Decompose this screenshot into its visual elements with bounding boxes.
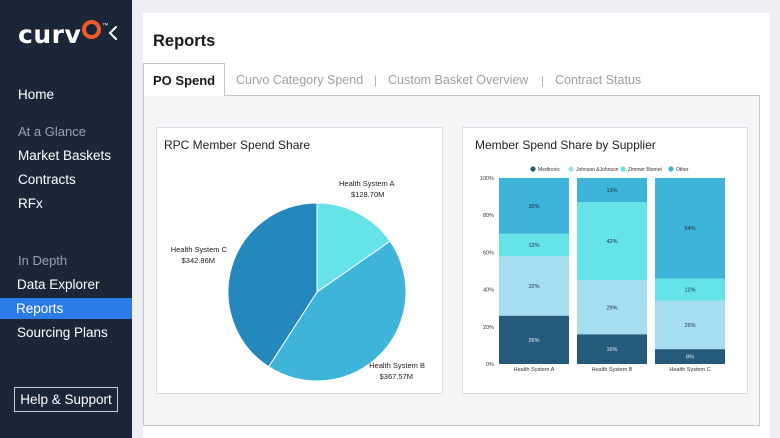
nav-reports[interactable]: Reports: [0, 298, 132, 319]
bar-data-label: 26%: [684, 323, 695, 329]
y-tick-label: 40%: [483, 288, 494, 294]
legend-swatch: [568, 166, 574, 172]
y-tick-label: 60%: [483, 250, 494, 256]
pie-slice-value: $128.70M: [351, 190, 384, 199]
pie-chart-title: RPC Member Spend Share: [164, 138, 311, 152]
x-tick-label: Health System B: [592, 367, 633, 373]
bar-data-label: 8%: [686, 355, 694, 361]
bar-segment: [655, 300, 725, 350]
logo-trademark: ™: [102, 23, 109, 29]
pie-slice: [267, 240, 407, 382]
legend-swatch: [620, 166, 626, 172]
legend-label: Zimmer Biomet: [628, 167, 663, 173]
x-tick-label: Health System C: [669, 367, 710, 373]
pie-chart: Health System A $128.70M Health System B $3…: [171, 179, 425, 382]
pie-slice: [316, 202, 391, 293]
nav-section-glance: At a Glance: [18, 124, 86, 139]
bar-segment: [499, 256, 569, 316]
legend-swatch: [530, 166, 536, 172]
bar-segment: [499, 315, 569, 364]
bar-segment: [499, 233, 569, 257]
legend-label: Johnson &Johnson: [576, 167, 619, 173]
bar-segment: [577, 334, 647, 364]
y-tick-label: 20%: [483, 325, 494, 331]
bar-data-label: 12%: [528, 243, 539, 249]
nav-market-baskets[interactable]: Market Baskets: [18, 148, 112, 163]
pie-slice-name: Health System B: [369, 361, 425, 370]
pie-chart-card: RPC Member Spend Share Health System A $1…: [156, 127, 443, 394]
bar-data-label: 30%: [528, 204, 539, 210]
bar-data-label: 13%: [606, 188, 617, 194]
tab-po-spend[interactable]: PO Spend: [143, 63, 225, 96]
bar-segment: [577, 202, 647, 281]
bar-segment: [499, 178, 569, 234]
pie-slice: [227, 202, 318, 368]
page-title: Reports: [153, 32, 216, 50]
legend-swatch: [668, 166, 674, 172]
y-tick-label: 80%: [483, 213, 494, 219]
tab-custom-basket-overview[interactable]: Custom Basket Overview: [388, 73, 529, 87]
bar-data-label: 54%: [684, 226, 695, 232]
pie-slice-value: $342.86M: [182, 256, 215, 265]
pie-slice-name: Health System C: [171, 245, 228, 254]
pie-slice-name: Health System A: [339, 179, 394, 188]
logo-o-ring: [82, 20, 102, 39]
collapse-chevron-icon[interactable]: [106, 22, 120, 44]
tab-panel: RPC Member Spend Share Health System A $1…: [143, 95, 760, 426]
bar-chart-card: Member Spend Share by Supplier Medtronic…: [462, 127, 748, 394]
bar-chart-title: Member Spend Share by Supplier: [475, 138, 656, 152]
legend-label: Medtronic: [538, 167, 560, 173]
y-tick-label: 100%: [480, 176, 494, 182]
bar-data-label: 29%: [606, 305, 617, 311]
nav-sourcing-plans[interactable]: Sourcing Plans: [17, 325, 108, 340]
nav-section-depth: In Depth: [18, 253, 68, 268]
stacked-bar-chart: Medtronic Johnson &Johnson Zimmer Biomet Ot…: [480, 166, 725, 373]
bar-segment: [577, 178, 647, 203]
logo-wordmark: curv: [18, 20, 82, 49]
bar-data-label: 42%: [606, 239, 617, 245]
sidebar: curv ™ Home At a Glance Market Baskets Co…: [0, 0, 132, 438]
nav-data-explorer[interactable]: Data Explorer: [17, 277, 100, 292]
tab-separator: |: [541, 73, 545, 87]
tab-curvo-category-spend[interactable]: Curvo Category Spend: [236, 73, 364, 87]
bar-segment: [655, 178, 725, 279]
help-support-button[interactable]: Help & Support: [14, 387, 118, 412]
bar-segment: [577, 280, 647, 335]
y-tick-label: 0%: [486, 362, 494, 368]
report-tabs: PO Spend Curvo Category Spend | Custom B…: [143, 63, 760, 96]
tab-contract-status[interactable]: Contract Status: [555, 73, 642, 87]
pie-slice-value: $367.57M: [380, 372, 413, 381]
x-tick-label: Health System A: [514, 367, 555, 373]
nav-contracts[interactable]: Contracts: [18, 172, 76, 187]
bar-data-label: 16%: [606, 347, 617, 353]
bar-data-label: 32%: [528, 284, 539, 290]
bar-data-label: 26%: [528, 338, 539, 344]
nav-home[interactable]: Home: [18, 87, 55, 102]
nav-rfx[interactable]: RFx: [18, 196, 43, 211]
tab-separator: |: [374, 73, 378, 87]
bar-segment: [655, 349, 725, 364]
main-content: Reports PO Spend Curvo Category Spend | …: [143, 13, 770, 438]
bar-data-label: 12%: [684, 288, 695, 294]
curvo-logo[interactable]: curv ™: [18, 20, 108, 50]
bar-segment: [655, 278, 725, 301]
legend-label: Other: [676, 167, 689, 173]
